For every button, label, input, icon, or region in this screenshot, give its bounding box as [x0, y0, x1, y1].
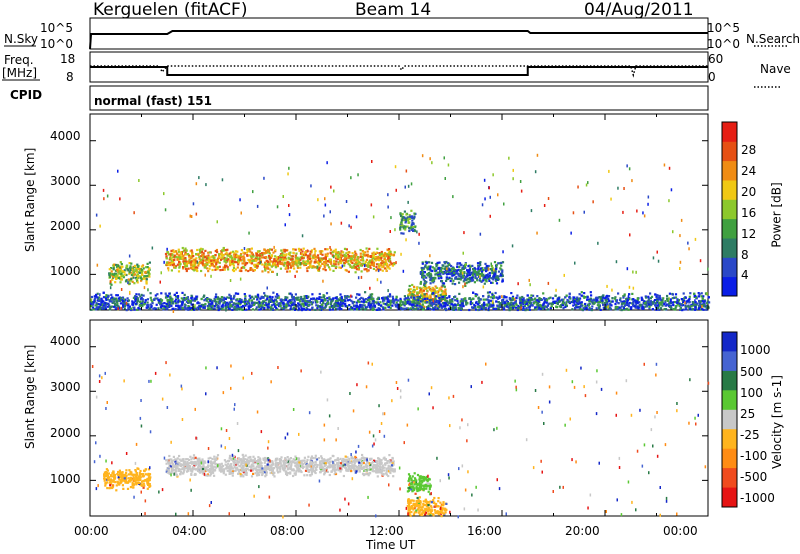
x-axis-label: Time UT [366, 538, 416, 552]
power-cb-tick-12: 12 [741, 227, 757, 241]
vel-cb-tick-100: 100 [740, 386, 763, 400]
cpid-panel-frame [89, 85, 709, 111]
velocity-ytick-2000: 2000 [50, 426, 81, 440]
xtick-5: 20:00 [565, 524, 600, 538]
date-title: 04/Aug/2011 [584, 0, 694, 20]
nave-line [90, 65, 708, 78]
power-feature-0 [108, 261, 151, 286]
xtick-2: 08:00 [270, 524, 305, 538]
vel-cb-tick-m100: -100 [740, 449, 768, 463]
velocity-feature-1 [406, 472, 432, 496]
sky-left-tick-top: 10^5 [40, 21, 73, 35]
velocity-ylabel: Slant Range [km] [23, 344, 37, 449]
sky-left-tick-bottom: 10^0 [40, 37, 73, 51]
n-sky-line [89, 30, 708, 50]
freq-line [90, 66, 708, 76]
velocity-feature-0 [165, 453, 396, 478]
sky-right-tick-top: 10^5 [707, 21, 740, 35]
power-feature-2 [399, 209, 417, 235]
power-cb-tick-28: 28 [741, 143, 757, 157]
sky-right-tick-bottom: 10^0 [707, 37, 740, 51]
power-ytick-3000: 3000 [50, 174, 81, 188]
nave-tick-bottom: 0 [708, 70, 716, 84]
xtick-6: 00:00 [663, 524, 698, 538]
power-ytick-1000: 1000 [50, 264, 81, 278]
velocity-colorbar-frame [721, 331, 738, 508]
power-cb-tick-8: 8 [741, 248, 749, 262]
power-ytick-4000: 4000 [50, 129, 81, 143]
nave-label: Nave [760, 62, 791, 76]
power-cb-tick-4: 4 [741, 268, 749, 282]
velocity-feature-2 [103, 467, 152, 492]
freq-label: Freq. [4, 53, 34, 67]
power-cb-tick-20: 20 [741, 185, 757, 199]
velocity-panel-frame [89, 319, 709, 517]
power-colorbar-label: Power [dB] [769, 182, 784, 248]
vel-cb-tick-m500: -500 [740, 470, 768, 484]
velocity-noise [91, 361, 710, 519]
vel-cb-tick-500: 500 [740, 365, 763, 379]
beam-title: Beam 14 [355, 0, 432, 20]
station-title: Kerguelen (fitACF) [93, 0, 248, 20]
velocity-feature-3 [406, 496, 448, 518]
power-ytick-2000: 2000 [50, 219, 81, 233]
vel-cb-tick-25: 25 [740, 407, 756, 421]
velocity-ytick-3000: 3000 [50, 380, 81, 394]
cpid-label: CPID [10, 88, 43, 102]
vel-cb-tick-1000: 1000 [740, 343, 771, 357]
power-noise [90, 153, 709, 313]
n-sky-label: N.Sky [4, 32, 39, 46]
power-cb-tick-24: 24 [741, 164, 757, 178]
n-search-label: N.Search [746, 32, 800, 46]
xtick-4: 16:00 [467, 524, 502, 538]
power-ylabel: Slant Range [km] [23, 147, 37, 252]
power-colorbar [722, 122, 737, 297]
vel-cb-tick-m25: -25 [740, 428, 760, 442]
nave-tick-top: 60 [708, 52, 724, 66]
velocity-colorbar [722, 332, 737, 508]
velocity-ytick-4000: 4000 [50, 334, 81, 348]
xtick-3: 12:00 [369, 524, 404, 538]
freq-tick-bottom: 8 [66, 70, 74, 84]
velocity-ytick-1000: 1000 [50, 472, 81, 486]
power-feature-1 [164, 246, 396, 274]
velocity-colorbar-label: Velocity [m s-1] [769, 375, 784, 469]
xtick-1: 04:00 [172, 524, 207, 538]
power-feature-5 [90, 291, 711, 312]
power-cb-tick-16: 16 [741, 206, 757, 220]
cpid-value: normal (fast) 151 [94, 94, 212, 108]
vel-cb-tick-m1000: -1000 [740, 491, 775, 505]
power-panel-frame [89, 113, 709, 311]
freq-tick-top: 18 [60, 52, 76, 66]
xtick-0: 00:00 [74, 524, 109, 538]
freq-unit-label: [MHz] [2, 66, 38, 80]
power-colorbar-frame [721, 121, 738, 297]
